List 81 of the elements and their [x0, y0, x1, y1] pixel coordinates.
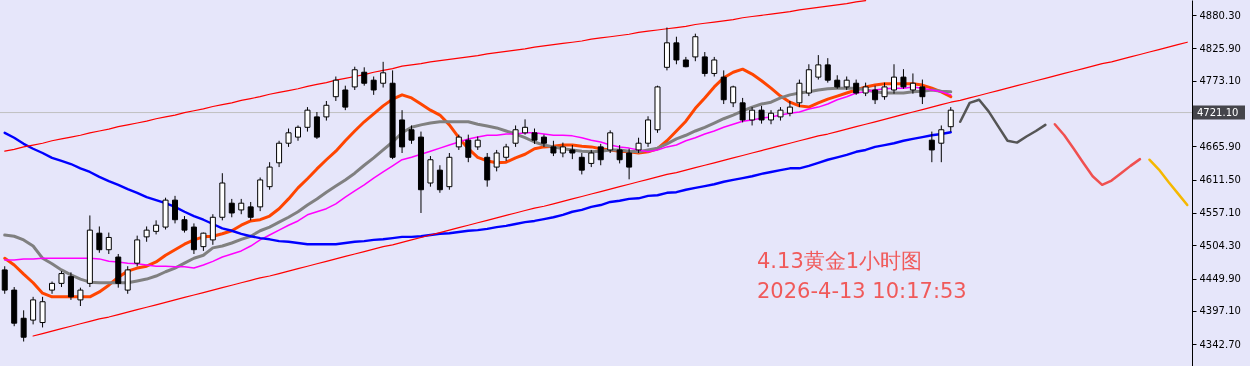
y-tick-label: 4611.50 [1199, 174, 1241, 186]
candlestick [739, 97, 746, 123]
candlestick [938, 124, 945, 163]
line-series [1148, 158, 1189, 207]
candlestick [370, 76, 377, 96]
candlestick [1, 265, 8, 295]
y-tick-label: 4825.90 [1199, 42, 1241, 54]
line-series [32, 41, 1188, 337]
y-tick-label: 4880.30 [1199, 9, 1241, 21]
candlestick [153, 219, 160, 235]
candlestick [919, 79, 926, 105]
candlestick [786, 100, 793, 117]
candlestick [172, 195, 179, 224]
candlestick [276, 140, 283, 168]
candlestick [313, 111, 320, 140]
candlestick [96, 225, 103, 254]
candlestick [749, 106, 756, 126]
ref-line-label: 4721.10 [1197, 106, 1239, 118]
line-series [3, 131, 952, 246]
candlestick [436, 164, 443, 194]
candlestick [30, 296, 37, 325]
candlestick [361, 66, 368, 87]
candlestick [105, 232, 112, 255]
candlestick [304, 106, 311, 133]
y-tick-label: 4342.70 [1199, 338, 1241, 350]
candlestick [692, 33, 699, 62]
candlestick [512, 124, 519, 148]
candlestick [67, 271, 74, 301]
candlestick [39, 296, 46, 328]
candlestick [815, 54, 822, 81]
y-tick-label: 4665.90 [1199, 140, 1241, 152]
candlestick [616, 144, 623, 164]
line-series [958, 98, 1047, 144]
candlestick [408, 124, 415, 145]
candlestick [805, 63, 812, 97]
candlestick [891, 63, 897, 95]
line-series [4, 0, 867, 152]
candlestick [77, 287, 84, 307]
candlestick [673, 36, 680, 65]
y-tick-label: 4773.10 [1199, 75, 1241, 87]
y-tick-label: 4504.30 [1199, 239, 1241, 251]
y-tick-label: 4557.10 [1199, 207, 1241, 219]
y-tick-label: 4449.90 [1199, 273, 1241, 285]
candlestick [597, 143, 604, 166]
candlestick [427, 155, 434, 188]
candlestick [900, 68, 907, 90]
candlestick [247, 201, 254, 221]
candlestick [701, 51, 708, 78]
candlestick [332, 76, 339, 102]
candlestick [645, 115, 652, 148]
candlestick [484, 152, 491, 188]
candlestick [947, 106, 954, 133]
candlestick [796, 79, 803, 108]
line-series [1053, 122, 1142, 187]
candlestick [124, 265, 131, 295]
candlestick [323, 100, 330, 122]
candlestick [266, 161, 273, 191]
candlestick [285, 128, 292, 148]
y-tick-label: 4397.10 [1199, 305, 1241, 317]
candlestick [20, 309, 27, 343]
candlestick [465, 134, 472, 163]
candlestick [928, 131, 935, 163]
candlestick [342, 85, 349, 111]
candlestick [228, 198, 235, 218]
annotation: 2026-4-13 10:17:53 [757, 279, 967, 303]
candlestick [351, 66, 358, 91]
candlestick [872, 85, 879, 105]
candlestick [711, 56, 718, 78]
candlestick [578, 152, 585, 175]
candlestick [607, 129, 614, 154]
candlestick [380, 61, 387, 89]
candlestick [909, 72, 916, 95]
annotation: 4.13黄金1小时图 [757, 249, 923, 273]
candlestick [720, 69, 727, 105]
candlestick [824, 57, 831, 84]
candlestick [209, 213, 216, 246]
candlestick [626, 148, 633, 180]
candlestick [134, 235, 141, 267]
candlestick [522, 118, 529, 136]
candlestick [493, 149, 500, 172]
candlestick [190, 222, 197, 255]
